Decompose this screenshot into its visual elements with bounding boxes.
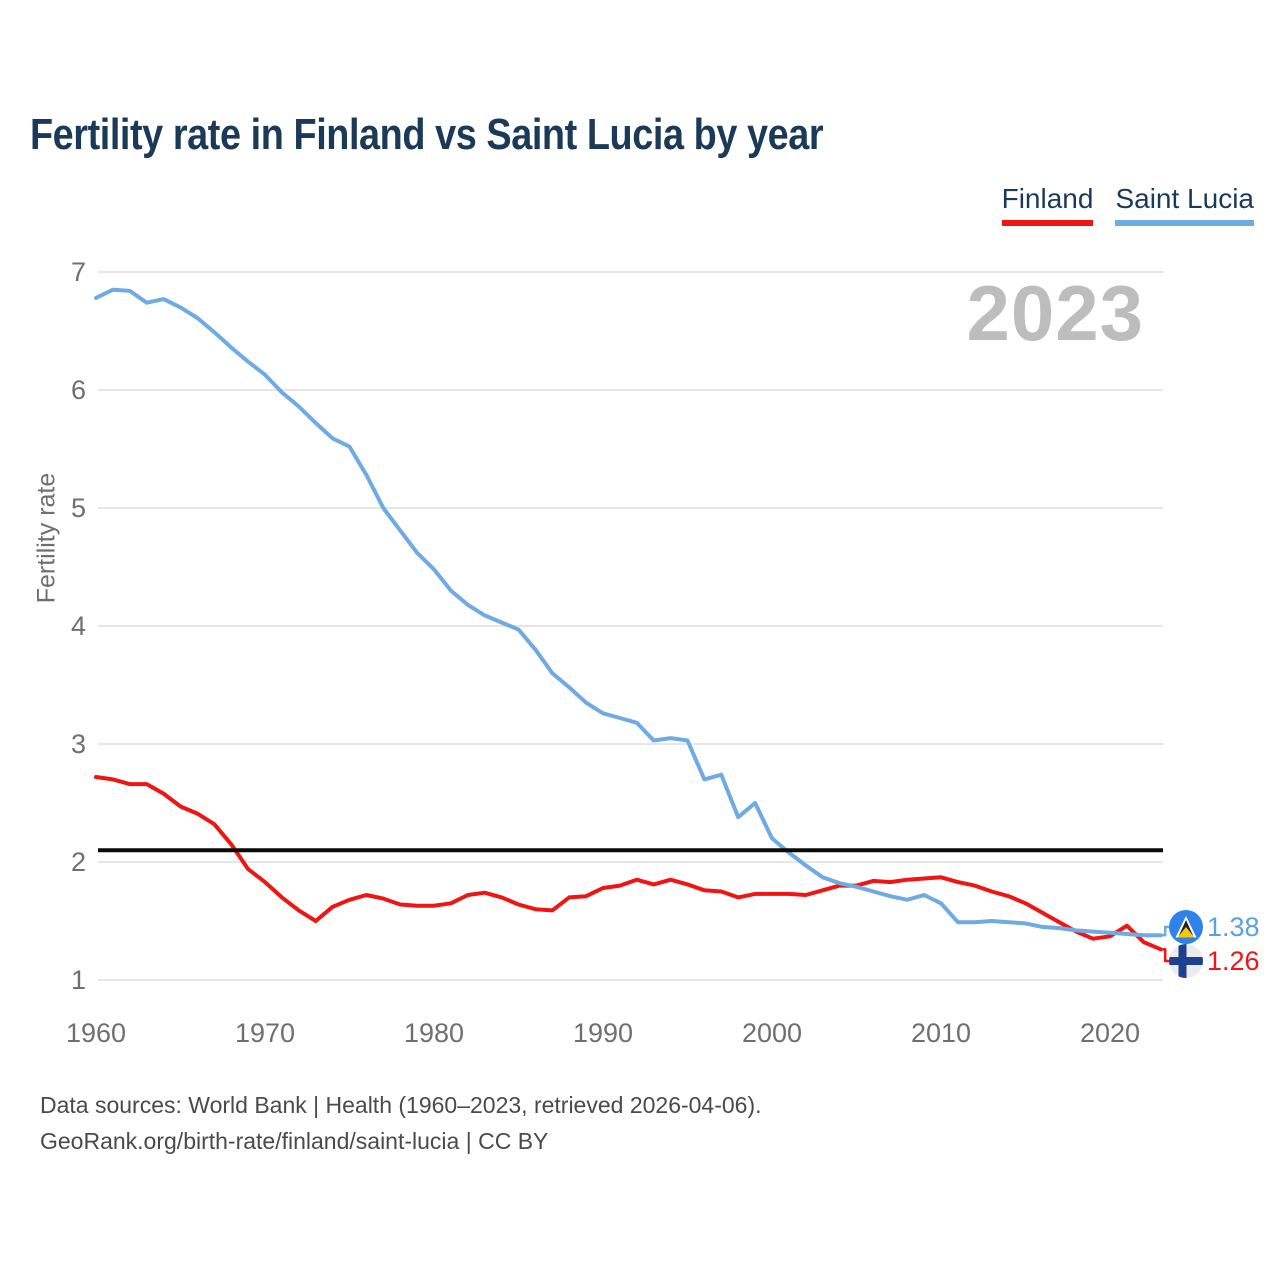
finland-line[interactable]: [94, 775, 1163, 952]
y-tick-3: 3: [71, 729, 86, 759]
x-tick-2020: 2020: [1080, 1018, 1140, 1048]
page-title: Fertility rate in Finland vs Saint Lucia…: [30, 110, 824, 159]
y-tick-6: 6: [71, 375, 86, 405]
x-tick-1990: 1990: [573, 1018, 633, 1048]
legend: Finland Saint Lucia: [1001, 183, 1254, 226]
x-tick-labels: 1960 1970 1980 1990 2000 2010 2020: [66, 1018, 1140, 1048]
finland-flag-icon: [1169, 944, 1203, 978]
y-tick-2: 2: [71, 847, 86, 877]
end-label-connectors: [1160, 925, 1170, 963]
legend-item-saint-lucia[interactable]: Saint Lucia: [1115, 183, 1254, 226]
x-tick-2000: 2000: [742, 1018, 802, 1048]
footer: Data sources: World Bank | Health (1960–…: [40, 1088, 762, 1160]
y-tick-4: 4: [71, 611, 86, 641]
x-tick-1960: 1960: [66, 1018, 126, 1048]
legend-item-finland[interactable]: Finland: [1001, 183, 1094, 226]
saint-lucia-flag-icon: [1169, 910, 1203, 944]
saint-lucia-latest-value: 1.38: [1207, 912, 1260, 942]
x-tick-2010: 2010: [911, 1018, 971, 1048]
finland-connector: [1160, 948, 1170, 963]
year-watermark: 2023: [966, 269, 1144, 357]
x-tick-1980: 1980: [404, 1018, 464, 1048]
finland-latest-value: 1.26: [1207, 946, 1260, 976]
saint-lucia-line[interactable]: [94, 287, 1163, 938]
series-lines: [94, 287, 1163, 952]
y-tick-5: 5: [71, 493, 86, 523]
gridlines: [98, 271, 1163, 981]
footer-attribution-line: GeoRank.org/birth-rate/finland/saint-luc…: [40, 1127, 549, 1154]
y-tick-labels: 1 2 3 4 5 6 7: [71, 257, 86, 995]
y-tick-1: 1: [71, 965, 86, 995]
footer-sources-line: Data sources: World Bank | Health (1960–…: [40, 1092, 762, 1118]
saint-lucia-connector: [1160, 925, 1170, 937]
x-tick-1970: 1970: [235, 1018, 295, 1048]
y-tick-7: 7: [71, 257, 86, 287]
